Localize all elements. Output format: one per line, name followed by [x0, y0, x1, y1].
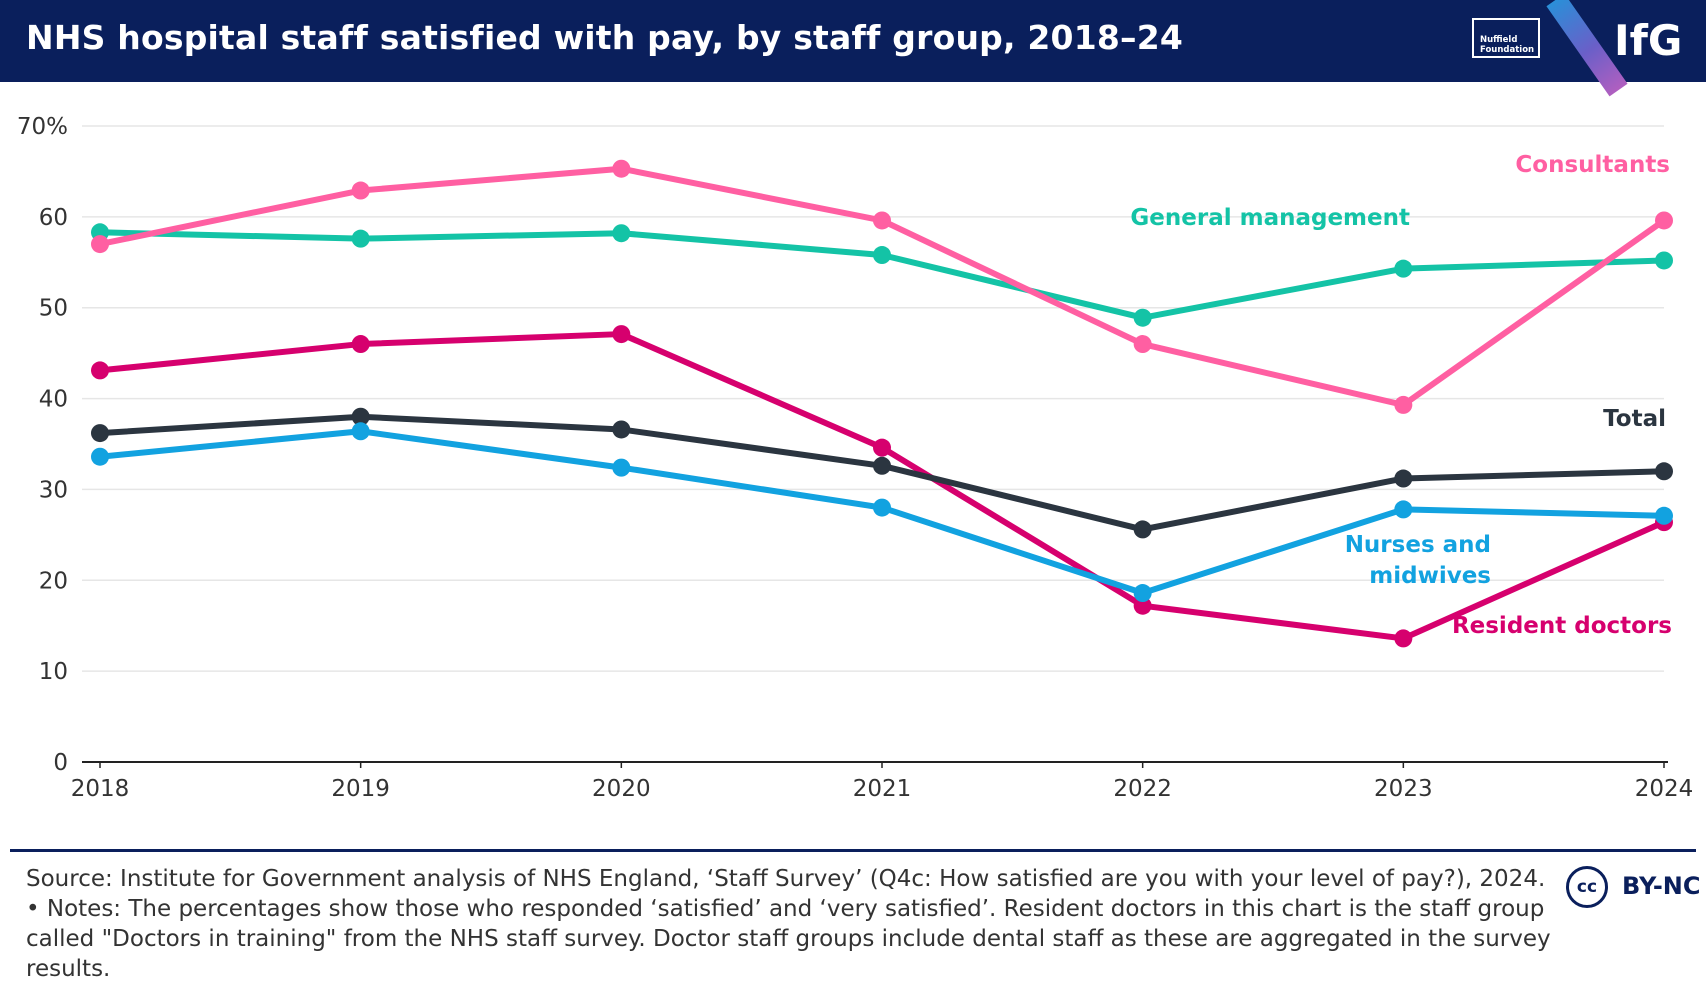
data-point-consultants [873, 211, 891, 230]
data-point-resident-doctors [1133, 596, 1152, 615]
y-tick-label: 60 [39, 205, 68, 231]
data-point-general-management [1394, 259, 1413, 278]
data-point-total [1655, 462, 1673, 481]
data-point-consultants [1655, 211, 1673, 230]
series-consultants [91, 159, 1673, 414]
data-point-total [1133, 520, 1152, 539]
data-point-resident-doctors [91, 361, 109, 380]
data-point-nurses-and-midwives [1655, 506, 1673, 525]
data-point-nurses-and-midwives [1133, 584, 1152, 603]
data-point-general-management [1133, 308, 1152, 327]
x-tick-label: 2021 [853, 776, 912, 802]
x-tick-label: 2019 [331, 776, 390, 802]
x-tick-label: 2020 [592, 776, 651, 802]
y-tick-label: 20 [39, 568, 68, 594]
series-line-general-management [97, 229, 1667, 321]
footer-divider [10, 849, 1696, 852]
label-nurses-line1: Nurses and [1345, 532, 1491, 558]
data-point-general-management [1655, 251, 1673, 270]
data-point-resident-doctors [873, 438, 891, 457]
nuffield-foundation-logo: Nuffield Foundation [1472, 18, 1540, 58]
creative-commons-icon: cc [1566, 866, 1608, 908]
label-resident-doctors: Resident doctors [1452, 613, 1672, 639]
header-bar: NHS hospital staff satisfied with pay, b… [0, 0, 1706, 97]
data-point-resident-doctors [612, 325, 631, 344]
y-tick-label: 40 [39, 387, 68, 413]
data-point-total [873, 456, 891, 475]
data-point-resident-doctors [351, 335, 370, 354]
y-tick-label: 50 [39, 296, 68, 322]
y-axis-ticks: 0 10 20 30 40 50 60 70% [17, 114, 68, 776]
data-point-consultants [1133, 335, 1152, 354]
series-lines [91, 159, 1673, 648]
source-note: Source: Institute for Government analysi… [26, 866, 1551, 982]
series-general-management [91, 223, 1673, 327]
data-point-consultants [1394, 395, 1413, 414]
data-point-total [91, 424, 109, 443]
data-point-total [351, 407, 370, 426]
series-line-consultants [97, 165, 1667, 408]
label-general-management: General management [1130, 205, 1410, 231]
series-line-resident-doctors [97, 331, 1667, 642]
data-point-general-management [351, 229, 370, 248]
data-point-consultants [91, 235, 109, 254]
gridlines [82, 125, 1664, 672]
data-point-total [1394, 469, 1413, 488]
data-point-resident-doctors [1394, 629, 1413, 648]
y-tick-label: 0 [53, 750, 68, 776]
y-tick-label: 10 [39, 659, 68, 685]
x-tick-label: 2022 [1113, 776, 1172, 802]
x-axis-ticks: 2018 2019 2020 2021 2022 2023 2024 [71, 762, 1694, 802]
data-point-general-management [873, 246, 891, 265]
data-point-nurses-and-midwives [91, 447, 109, 466]
data-point-general-management [612, 224, 631, 243]
x-tick-label: 2018 [71, 776, 130, 802]
x-tick-label: 2024 [1635, 776, 1694, 802]
data-point-nurses-and-midwives [612, 458, 631, 477]
data-point-nurses-and-midwives [351, 422, 370, 441]
series-total [91, 407, 1673, 539]
y-tick-label: 70% [17, 114, 68, 140]
license-label: BY-NC [1622, 872, 1701, 900]
label-total: Total [1603, 406, 1666, 432]
ifg-logo: IfG [1614, 16, 1683, 65]
data-point-consultants [351, 181, 370, 200]
data-point-nurses-and-midwives [1394, 500, 1413, 519]
x-tick-label: 2023 [1374, 776, 1433, 802]
data-point-nurses-and-midwives [873, 498, 891, 517]
chart-title: NHS hospital staff satisfied with pay, b… [26, 18, 1184, 57]
series-resident-doctors [91, 325, 1673, 648]
line-chart: 0 10 20 30 40 50 60 70% 2018 2019 2020 2021 2022 202… [17, 114, 1694, 802]
series-nurses-and-midwives [91, 422, 1673, 603]
y-tick-label: 30 [39, 477, 68, 503]
data-point-consultants [612, 159, 631, 178]
label-consultants: Consultants [1515, 152, 1670, 178]
label-nurses-line2: midwives [1369, 563, 1491, 589]
data-point-total [612, 420, 631, 439]
